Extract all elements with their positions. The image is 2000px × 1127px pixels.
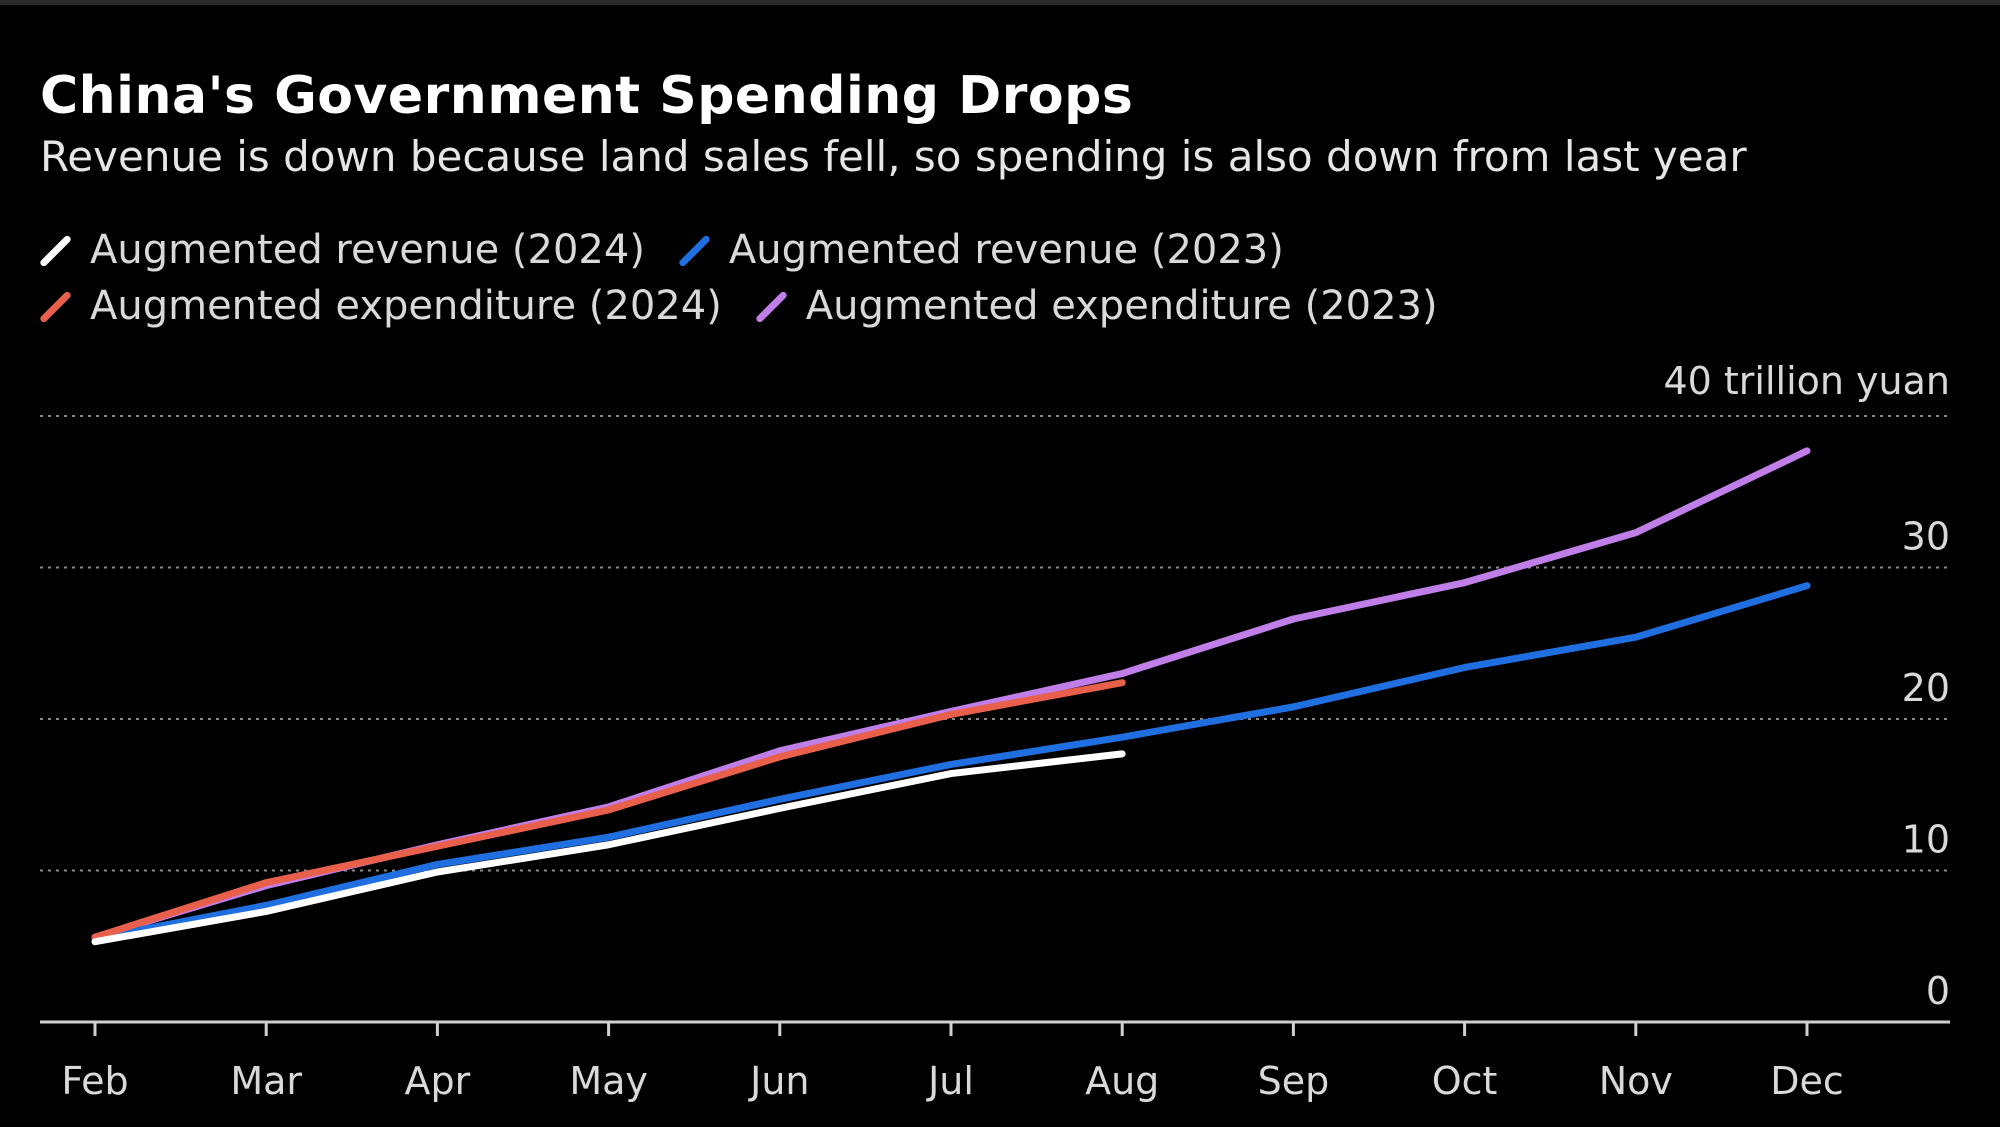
legend-row: Augmented expenditure (2024) Augmented e… (40, 278, 1940, 334)
x-tick-label: Apr (405, 1059, 471, 1103)
legend-item-expenditure-2023: Augmented expenditure (2023) (756, 283, 1438, 329)
top-border (0, 0, 2000, 5)
x-tick-label: May (569, 1059, 648, 1103)
x-tick-label: Sep (1258, 1059, 1330, 1103)
x-tick-label: Feb (61, 1059, 128, 1103)
chart-title: China's Government Spending Drops (40, 66, 1134, 126)
x-tick-label: Jun (748, 1059, 809, 1103)
legend-swatch-expenditure-2023 (756, 291, 786, 321)
legend-label: Augmented revenue (2023) (728, 227, 1284, 273)
y-tick-label: 30 (1902, 515, 1950, 559)
legend-label: Augmented expenditure (2023) (805, 283, 1438, 329)
chart-subtitle: Revenue is down because land sales fell,… (40, 132, 1747, 181)
legend-item-expenditure-2024: Augmented expenditure (2024) (40, 283, 722, 329)
y-tick-label: 10 (1902, 818, 1950, 862)
x-tick-label: Oct (1432, 1059, 1498, 1103)
legend-item-revenue-2023: Augmented revenue (2023) (679, 227, 1284, 273)
y-tick-label: 20 (1902, 666, 1950, 710)
series-line-augmented-revenue-2023 (91, 582, 1811, 943)
legend-item-revenue-2024: Augmented revenue (2024) (40, 227, 645, 273)
y-tick-label: 0 (1926, 969, 1950, 1013)
series-line-augmented-revenue-2024 (91, 750, 1126, 946)
legend-label: Augmented revenue (2024) (90, 227, 645, 273)
x-tick-label: Jul (926, 1059, 974, 1103)
line-chart: 0 10 20 30 40 trillion yuan Feb Mar Apr May Jun Ju… (40, 359, 1950, 1103)
legend-swatch-revenue-2023 (679, 235, 709, 265)
x-tick-label: Aug (1085, 1059, 1159, 1103)
y-unit-label: 40 trillion yuan (1663, 359, 1950, 403)
legend-swatch-expenditure-2024 (40, 291, 70, 321)
legend-swatch-revenue-2024 (40, 235, 70, 265)
x-tick-label: Mar (230, 1059, 302, 1103)
x-tick-label: Nov (1599, 1059, 1673, 1103)
legend-row: Augmented revenue (2024) Augmented reven… (40, 222, 1940, 278)
legend: Augmented revenue (2024) Augmented reven… (40, 222, 1940, 334)
x-tick-label: Dec (1770, 1059, 1844, 1103)
legend-label: Augmented expenditure (2024) (90, 283, 722, 329)
